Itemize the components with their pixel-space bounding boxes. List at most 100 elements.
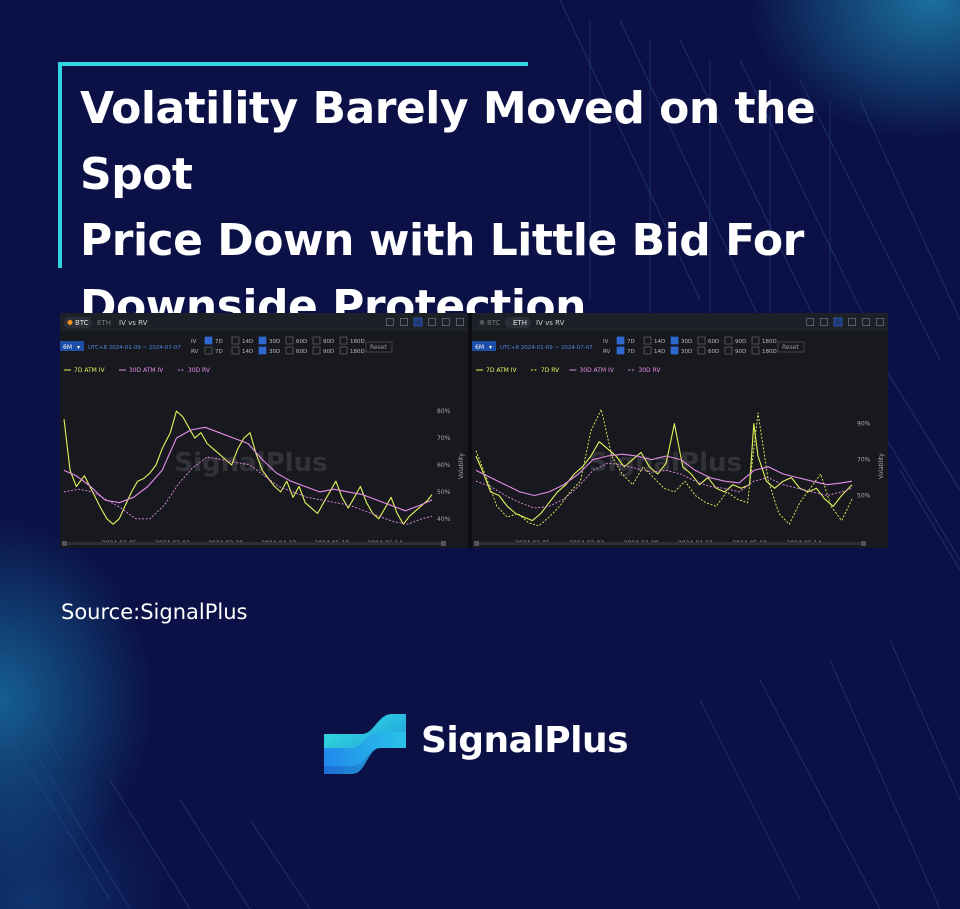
legend-label[interactable]: 30D ATM IV [129,367,164,374]
series-line [475,462,853,509]
legend-item[interactable]: 30D RV [177,367,211,374]
legend-label[interactable]: 30D RV [188,367,211,374]
legend-label[interactable]: 30D ATM IV [579,367,614,374]
tenor-checkbox[interactable] [643,346,652,355]
background-stripe [829,659,941,909]
period-label[interactable]: 6M [63,344,72,351]
tenor-checkbox[interactable] [204,346,213,355]
tenor-label: 14D [242,349,253,355]
y-tick-label: 90% [857,421,871,428]
scrollbar-handle-left[interactable] [62,541,67,546]
tenor-checkbox[interactable] [339,336,348,345]
expand-icon[interactable] [442,318,450,326]
close-icon[interactable] [876,318,884,326]
tenor-label: 60D [708,339,719,345]
background-stripe [889,639,960,801]
tenor-label: 180D [762,339,777,345]
tenor-checkbox[interactable] [751,346,760,355]
close-icon[interactable] [456,318,464,326]
series-line [63,456,433,525]
tenor-label: 30D [681,349,692,355]
reset-button[interactable] [365,341,393,353]
tenor-checkbox[interactable] [231,346,240,355]
expand-icon[interactable] [862,318,870,326]
counter-badge[interactable] [413,317,423,327]
legend-item[interactable]: 30D RV [628,367,661,374]
background-stripe [859,99,960,321]
tenor-checkbox[interactable] [339,346,348,355]
signalplus-logo-icon [324,714,406,774]
tenor-checkbox[interactable] [285,346,294,355]
btc-chart-panel: BTC ETH IV vs RV 6M ▾ UTC+8 2024-01-09 ~ 2024… [60,313,468,548]
scrollbar-handle-right[interactable] [861,541,866,546]
tab-btc[interactable]: BTC [487,319,501,327]
tenor-checkbox[interactable] [204,336,213,345]
scrollbar-track[interactable] [62,542,446,545]
chart-title: IV vs RV [536,319,565,327]
tenor-checkbox[interactable] [670,336,679,345]
reset-label[interactable]: Reset [782,344,799,351]
chart-header [472,313,888,331]
tenor-checkbox[interactable] [616,346,625,355]
refresh-icon[interactable] [400,318,408,326]
refresh-icon[interactable] [820,318,828,326]
tenor-checkbox[interactable] [724,346,733,355]
copy-icon[interactable] [428,318,436,326]
legend-item[interactable]: 30D ATM IV [118,367,164,374]
tab-eth[interactable]: ETH [97,319,111,327]
tenor-checkbox[interactable] [258,336,267,345]
tenor-checkbox[interactable] [285,336,294,345]
tenor-checkbox[interactable] [312,336,321,345]
tenor-checkbox[interactable] [258,346,267,355]
background-stripe [739,59,881,351]
tenor-checkbox[interactable] [616,336,625,345]
date-range[interactable]: UTC+8 2024-01-09 ~ 2024-07-07 [500,345,593,351]
scrollbar-handle-left[interactable] [474,541,479,546]
y-tick-label: 70% [437,435,451,442]
legend-label[interactable]: 7D ATM IV [74,367,106,374]
series-line [475,408,853,527]
period-select[interactable] [472,341,496,351]
tab-btc-bg[interactable] [64,317,92,328]
scrollbar-handle-right[interactable] [441,541,446,546]
brand-name: SignalPlus [421,720,629,761]
tenor-checkbox[interactable] [670,346,679,355]
legend-item[interactable]: 7D RV [530,367,560,374]
page-title: Volatility Barely Moved on the Spot Pric… [80,76,920,340]
tenor-checkbox[interactable] [312,346,321,355]
external-link-icon[interactable] [386,318,394,326]
background-stripe [0,719,111,901]
tenor-checkbox[interactable] [751,336,760,345]
copy-icon[interactable] [848,318,856,326]
external-link-icon[interactable] [806,318,814,326]
tenor-checkbox[interactable] [697,346,706,355]
period-label[interactable]: 6M [475,344,484,351]
legend-item[interactable]: 30D ATM IV [569,367,615,374]
tenor-label: 60D [296,349,307,355]
tenor-label: 90D [735,349,746,355]
legend-item[interactable]: 7D ATM IV [476,367,518,374]
tenor-checkbox[interactable] [697,336,706,345]
legend-item[interactable]: 7D ATM IV [64,367,106,374]
tenor-label: 7D [627,339,635,345]
tab-eth-bg[interactable] [505,317,531,328]
tenor-checkbox[interactable] [231,336,240,345]
tab-eth[interactable]: ETH [513,319,527,327]
tenor-label: 30D [681,339,692,345]
tenor-checkbox[interactable] [724,336,733,345]
tab-btc[interactable]: BTC [75,319,89,327]
legend-label[interactable]: 30D RV [638,367,661,374]
btc-iv-rv-chart: BTC ETH IV vs RV 6M ▾ UTC+8 2024-01-09 ~ 2024… [60,313,468,547]
tenor-label: 90D [735,339,746,345]
legend-label[interactable]: 7D RV [541,367,560,374]
tenor-label: 7D [215,349,223,355]
counter-badge[interactable] [833,317,843,327]
reset-button[interactable] [777,341,805,353]
date-range[interactable]: UTC+8 2024-01-09 ~ 2024-07-07 [88,345,181,351]
legend-label[interactable]: 7D ATM IV [486,367,518,374]
scrollbar-track[interactable] [474,542,866,545]
tenor-checkbox[interactable] [643,336,652,345]
reset-label[interactable]: Reset [370,344,387,351]
period-select[interactable] [60,341,84,351]
